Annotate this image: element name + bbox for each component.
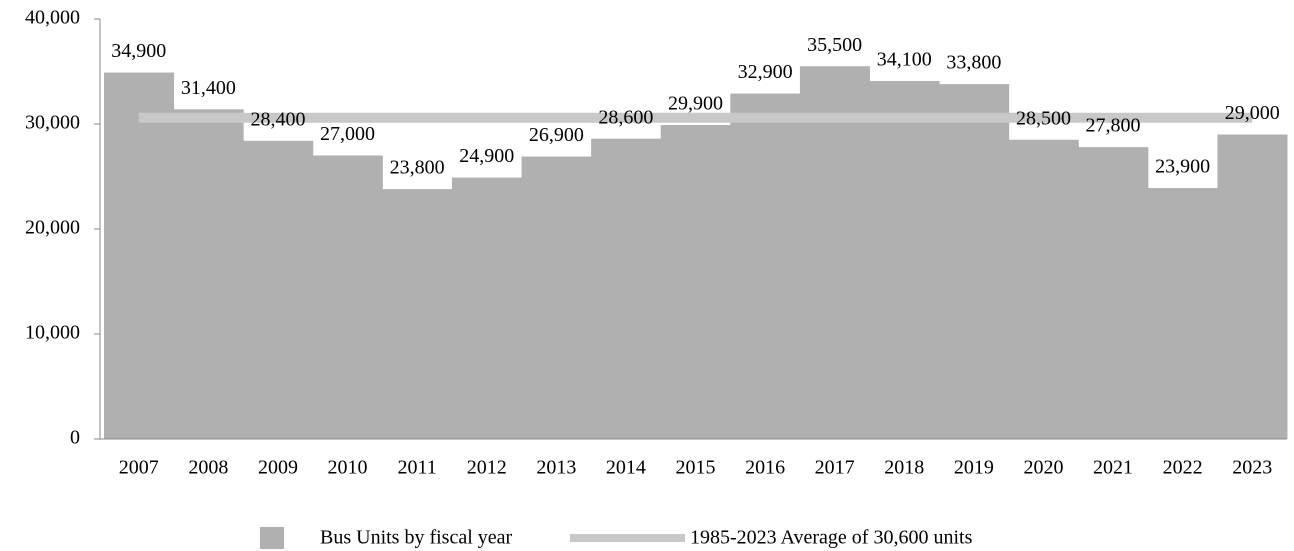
bar: [799, 66, 870, 439]
x-tick-label: 2022: [1163, 457, 1203, 479]
bar: [939, 84, 1010, 439]
bar: [869, 80, 940, 439]
data-label: 29,000: [1225, 102, 1280, 124]
x-tick-label: 2007: [119, 457, 159, 479]
x-tick-label: 2021: [1093, 457, 1133, 479]
bar: [173, 109, 244, 440]
y-tick-label: 0: [70, 427, 80, 449]
y-tick-label: 30,000: [25, 112, 80, 134]
data-label: 28,600: [598, 106, 653, 128]
data-label: 35,500: [807, 34, 862, 56]
bar: [312, 155, 383, 439]
data-label: 28,500: [1016, 107, 1071, 129]
x-tick-label: 2011: [398, 457, 437, 479]
legend-label: Bus Units by fiscal year: [320, 527, 513, 549]
bar: [382, 189, 453, 439]
bar: [1147, 188, 1218, 439]
x-tick-label: 2018: [884, 457, 924, 479]
data-label: 27,000: [320, 123, 375, 145]
y-tick-label: 10,000: [25, 322, 80, 344]
data-label: 31,400: [181, 77, 236, 99]
bar: [1008, 139, 1079, 439]
data-label: 24,900: [459, 145, 514, 167]
bar: [521, 156, 592, 440]
bar: [660, 125, 731, 440]
bar: [591, 138, 662, 439]
data-label: 27,800: [1086, 115, 1141, 137]
x-tick-label: 2014: [606, 457, 646, 479]
y-tick-label: 20,000: [25, 217, 80, 239]
data-label: 23,900: [1155, 156, 1210, 178]
data-label: 26,900: [529, 124, 584, 146]
y-tick-label: 40,000: [25, 7, 80, 29]
data-label: 32,900: [738, 61, 793, 83]
x-tick-label: 2008: [188, 457, 228, 479]
bar: [1078, 147, 1149, 439]
bar: [243, 140, 314, 440]
x-tick-label: 2017: [815, 457, 855, 479]
x-tick-label: 2020: [1023, 457, 1063, 479]
data-label: 34,100: [877, 49, 932, 71]
x-tick-label: 2016: [745, 457, 785, 479]
data-label: 28,400: [250, 108, 305, 130]
bar: [730, 93, 801, 440]
x-tick-label: 2015: [676, 457, 716, 479]
x-tick-label: 2012: [467, 457, 507, 479]
data-label: 23,800: [390, 157, 445, 179]
legend-label: 1985-2023 Average of 30,600 units: [690, 527, 973, 549]
legend-swatch: [260, 527, 284, 549]
data-label: 29,900: [668, 93, 723, 115]
x-tick-label: 2023: [1232, 457, 1272, 479]
x-tick-label: 2010: [328, 457, 368, 479]
x-tick-label: 2019: [954, 457, 994, 479]
bar: [1217, 134, 1288, 439]
data-label: 34,900: [111, 40, 166, 62]
x-tick-label: 2013: [536, 457, 576, 479]
data-label: 33,800: [946, 52, 1001, 74]
x-tick-label: 2009: [258, 457, 298, 479]
bar: [104, 72, 175, 440]
bar: [451, 177, 523, 440]
